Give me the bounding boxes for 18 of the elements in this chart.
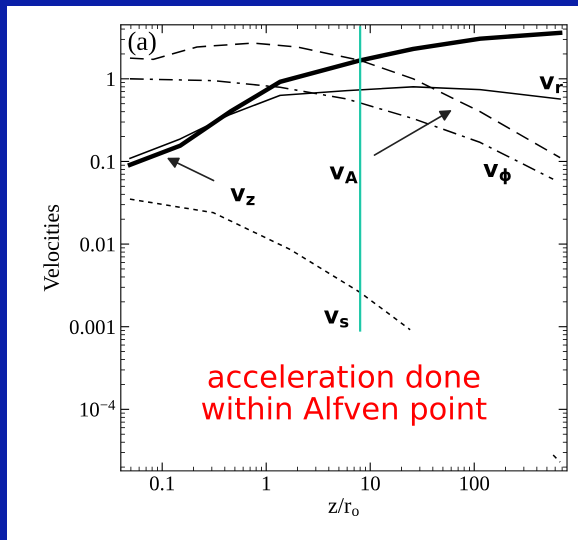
x-tick-label: 100 [460, 476, 490, 490]
annotation: v$_{ϕ}$ [483, 164, 511, 184]
annotation: v$_{z}$ [230, 188, 255, 206]
y-axis-title: Velocities [43, 204, 60, 292]
x-tick-label: 10 [362, 476, 380, 490]
x-axis-title: z/r$_{o}$ [328, 498, 359, 516]
annotation: v$_{A}$ [330, 166, 358, 184]
annotation: v$_{r}$ [539, 76, 563, 94]
annotation: (a) [128, 32, 156, 56]
y-tick-label: 0.001 [70, 320, 115, 334]
y-tick-label: 10$^{−4}$ [80, 400, 116, 417]
annotation: acceleration done within Alfven point [202, 364, 486, 426]
y-tick-label: 0.1 [90, 154, 115, 169]
y-tick-label: 0.01 [80, 237, 115, 252]
annotation: v$_{s}$ [324, 310, 348, 328]
x-tick-label: 0.1 [150, 476, 174, 490]
y-tick-label: 1 [107, 72, 115, 86]
x-tick-label: 1 [262, 476, 270, 490]
